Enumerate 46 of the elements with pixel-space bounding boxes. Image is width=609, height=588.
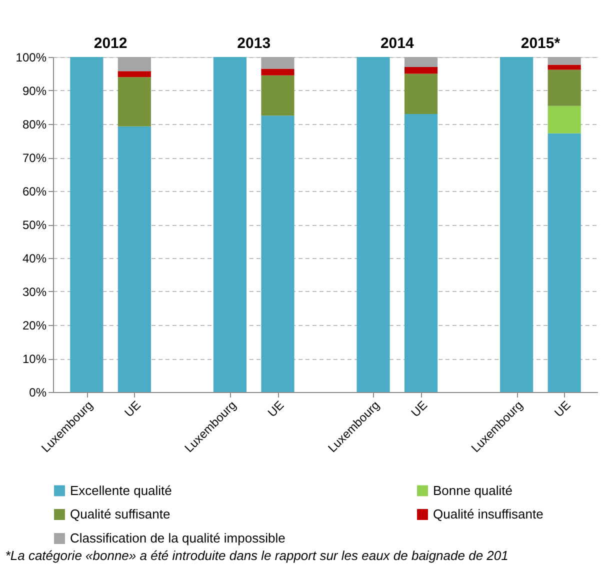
bar [261, 116, 294, 392]
text: *La catégorie «bonne» a été introduite dans le rapport sur les eaux de baignade de 201 [5, 548, 508, 563]
legend-label: Classification de la qualité impossible [70, 530, 286, 546]
legend-label: Qualité suffisante [70, 506, 170, 522]
bar [356, 57, 390, 392]
bar [118, 71, 151, 78]
bar [500, 57, 534, 392]
bar [261, 75, 294, 116]
y-tick-label: 40% [22, 252, 47, 266]
text: 2013 [237, 35, 271, 52]
y-tick-label: 100% [16, 50, 47, 64]
x-tick-label: UE [552, 398, 574, 420]
bar [213, 57, 247, 392]
text: 2014 [380, 35, 414, 52]
y-tick-label: 80% [22, 118, 47, 132]
bar [118, 77, 151, 126]
legend-label: Bonne qualité [433, 482, 513, 498]
text: 2012 [94, 35, 128, 52]
bar [261, 68, 294, 76]
x-tick-label: UE [408, 398, 430, 420]
y-tick-label: 50% [22, 218, 47, 232]
bar [118, 57, 151, 72]
bar [118, 126, 151, 392]
y-tick-label: 30% [22, 285, 47, 299]
bar [261, 57, 294, 69]
legend-label: Excellente qualité [70, 482, 172, 498]
bar [548, 70, 581, 106]
y-tick-label: 60% [22, 184, 47, 198]
bar [404, 114, 438, 392]
bar [404, 67, 438, 74]
bar [404, 74, 438, 114]
y-tick-label: 0% [29, 386, 47, 400]
x-tick-label: UE [122, 398, 144, 420]
y-tick-label: 20% [22, 318, 47, 332]
y-tick-label: 90% [22, 84, 47, 98]
x-tick-label: UE [265, 398, 287, 420]
legend-label: Qualité insuffisante [433, 506, 544, 522]
bar [548, 133, 581, 392]
bar [548, 64, 581, 70]
bar [548, 106, 581, 134]
bar [548, 57, 581, 65]
y-tick-label: 70% [22, 151, 47, 165]
text: 2015* [520, 35, 560, 52]
bar [70, 57, 104, 392]
y-tick-label: 10% [22, 352, 47, 366]
bar [404, 57, 438, 68]
